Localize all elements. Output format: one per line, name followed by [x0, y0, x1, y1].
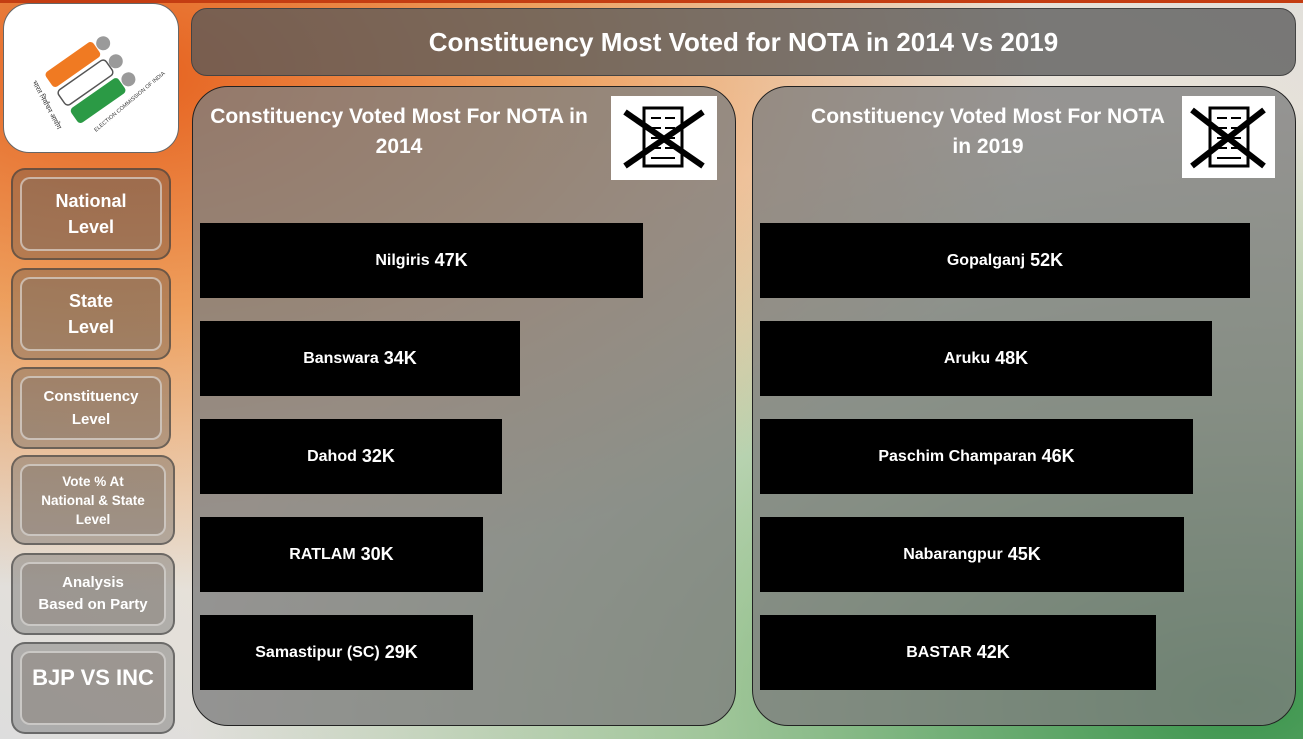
nav-bjp-vs-inc[interactable]: BJP VS INC — [11, 642, 175, 734]
panel-2019: Constituency Voted Most For NOTA in 2019… — [752, 86, 1296, 726]
bar-category-label: BASTAR — [906, 643, 972, 661]
nav-bjp-vs-inc-label: BJP VS INC — [20, 651, 166, 725]
bar-aruku: Aruku 48K — [760, 321, 1212, 396]
bar-value-label: 47K — [434, 250, 468, 270]
panel-2014-title: Constituency Voted Most For NOTA in 2014 — [210, 105, 588, 158]
logo-hindi-text: भारत निर्वाचन आयोग — [30, 79, 64, 132]
bar-category-label: Aruku — [943, 349, 991, 367]
bar-category-label: Paschim Champaran — [878, 447, 1037, 465]
nav-vote-percent[interactable]: Vote % At National & State Level — [11, 455, 175, 545]
eci-logo-graphic: भारत निर्वाचन आयोग ELECTION COMMISSION O… — [30, 36, 167, 134]
nav-state-level[interactable]: State Level — [11, 268, 171, 360]
bar-category-label: Banswara — [303, 349, 379, 367]
bar-dahod: Dahod 32K — [200, 419, 502, 494]
bar-value-label: 48K — [995, 348, 1029, 368]
nav-national-level[interactable]: National Level — [11, 168, 171, 260]
eci-logo: भारत निर्वाचन आयोग ELECTION COMMISSION O… — [3, 3, 179, 153]
nota-ballot-cross-icon — [1182, 96, 1275, 178]
nav-constituency-level[interactable]: Constituency Level — [11, 367, 171, 449]
bar-category-label: Nabarangpur — [903, 545, 1003, 563]
nav-national-level-label: National Level — [20, 177, 162, 251]
bar-category-label: Samastipur (SC) — [255, 643, 380, 661]
bar-category-label: Dahod — [307, 447, 357, 465]
bar-banswara: Banswara 34K — [200, 321, 520, 396]
bar-value-label: 46K — [1041, 446, 1075, 466]
nav-state-level-label: State Level — [20, 277, 162, 351]
panel-2014: Constituency Voted Most For NOTA in 2014… — [192, 86, 736, 726]
bar-paschim-champaran: Paschim Champaran 46K — [760, 419, 1193, 494]
page-title: Constituency Most Voted for NOTA in 2014… — [191, 8, 1296, 76]
bar-value-label: 42K — [976, 642, 1010, 662]
bar-nabarangpur: Nabarangpur 45K — [760, 517, 1184, 592]
panel-2019-title: Constituency Voted Most For NOTA in 2019 — [811, 105, 1165, 158]
bar-value-label: 30K — [360, 544, 394, 564]
bar-value-label: 32K — [361, 446, 395, 466]
bar-category-label: Gopalganj — [946, 251, 1026, 269]
bar-gopalganj: Gopalganj 52K — [760, 223, 1250, 298]
top-border — [0, 0, 1303, 3]
bar-category-label: Nilgiris — [375, 251, 430, 269]
nav-analysis-party[interactable]: Analysis Based on Party — [11, 553, 175, 635]
bar-bastar: BASTAR 42K — [760, 615, 1156, 690]
nav-constituency-level-label: Constituency Level — [20, 376, 162, 440]
bar-value-label: 45K — [1007, 544, 1041, 564]
bar-samastipur-sc: Samastipur (SC) 29K — [200, 615, 473, 690]
nota-ballot-cross-icon — [611, 96, 717, 180]
bar-value-label: 52K — [1030, 250, 1064, 270]
nav-analysis-party-label: Analysis Based on Party — [20, 562, 166, 626]
bar-category-label: RATLAM — [289, 545, 356, 563]
bar-nilgiris: Nilgiris 47K — [200, 223, 643, 298]
nav-vote-percent-label: Vote % At National & State Level — [20, 464, 166, 536]
bar-value-label: 29K — [384, 642, 418, 662]
bar-value-label: 34K — [383, 348, 417, 368]
bar-ratlam: RATLAM 30K — [200, 517, 483, 592]
